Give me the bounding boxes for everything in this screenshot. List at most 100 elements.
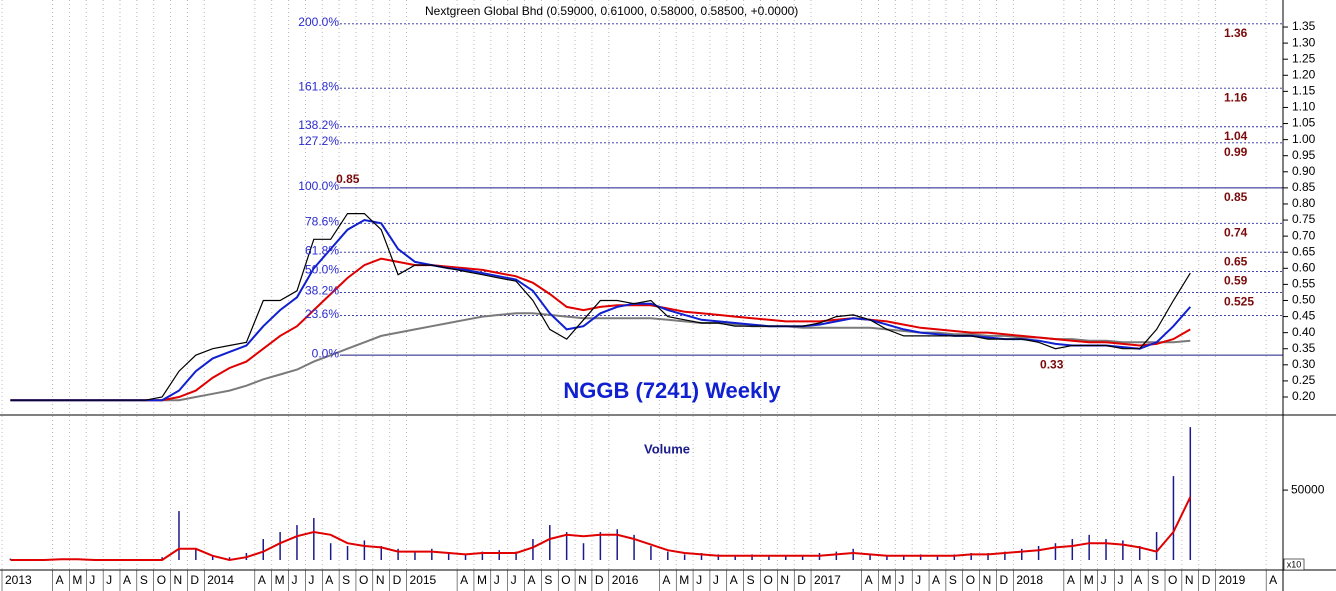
x-tick-label: M	[477, 573, 487, 587]
high-label: 0.85	[336, 172, 360, 186]
x-tick-label: 2019	[1219, 573, 1246, 587]
price-line	[10, 218, 1192, 402]
x-tick-label: S	[140, 573, 148, 587]
y-tick-label: 0.90	[1292, 164, 1316, 178]
fib-ratio: 61.8%	[305, 243, 339, 257]
marks	[9, 213, 1192, 562]
x-tick-label: J	[898, 573, 904, 587]
y-tick-label: 1.05	[1292, 116, 1316, 130]
price-line	[10, 257, 1191, 402]
fib-ratio: 78.6%	[305, 214, 339, 228]
x-tick-label: A	[1067, 573, 1075, 587]
y-tick-label: 1.20	[1292, 67, 1316, 81]
x-tick-label: J	[1101, 573, 1107, 587]
x-tick-label: 2013	[5, 573, 32, 587]
fib-ratio: 38.2%	[305, 284, 339, 298]
x-tick-label: M	[881, 573, 891, 587]
x-tick-label: M	[679, 573, 689, 587]
volume-title: Volume	[644, 441, 690, 456]
x-tick-label: D	[999, 573, 1008, 587]
x-tick-label: A	[258, 573, 266, 587]
fib-value: 0.74	[1224, 225, 1248, 239]
fib-value: 0.59	[1224, 274, 1248, 288]
fib-ratio: 161.8%	[298, 79, 339, 93]
y-tick-label: 0.20	[1292, 389, 1316, 403]
x-tick-label: D	[595, 573, 604, 587]
x-tick-label: A	[730, 573, 738, 587]
y-tick-label: 1.10	[1292, 100, 1316, 114]
x-tick-label: N	[780, 573, 789, 587]
x-tick-label: A	[56, 573, 64, 587]
chart-subtitle: NGGB (7241) Weekly	[563, 378, 781, 403]
x-tick-label: 2014	[207, 573, 234, 587]
fib-value: 0.99	[1224, 145, 1248, 159]
x-tick-label: A	[1134, 573, 1142, 587]
fib-ratio: 23.6%	[305, 307, 339, 321]
x-tick-label: A	[1269, 573, 1277, 587]
x-tick-label: 2018	[1016, 573, 1043, 587]
x-tick-label: N	[376, 573, 385, 587]
y-tick-label: 0.30	[1292, 357, 1316, 371]
y-tick-label: 0.60	[1292, 260, 1316, 274]
fib-ratio: 0.0%	[312, 346, 340, 360]
y-tick-label: 1.35	[1292, 19, 1316, 33]
x-tick-label: J	[106, 573, 112, 587]
y-tick-label: 0.25	[1292, 373, 1316, 387]
y-tick-label: 0.65	[1292, 244, 1316, 258]
fib-value: 1.16	[1224, 90, 1248, 104]
fib-ratio: 138.2%	[298, 118, 339, 132]
fib-ratio: 100.0%	[298, 179, 339, 193]
x-tick-label: 2017	[814, 573, 841, 587]
x-tick-label: A	[865, 573, 873, 587]
x-tick-label: J	[713, 573, 719, 587]
y-tick-label: 0.70	[1292, 228, 1316, 242]
x-tick-label: 2015	[410, 573, 437, 587]
x-tick-label: 2016	[612, 573, 639, 587]
x-tick-label: N	[174, 573, 183, 587]
x-tick-label: A	[460, 573, 468, 587]
x-tick-label: S	[1151, 573, 1159, 587]
x-tick-label: D	[1202, 573, 1211, 587]
x-tick-label: J	[511, 573, 517, 587]
chart-title: Nextgreen Global Bhd (0.59000, 0.61000, …	[425, 4, 798, 18]
y-tick-label: 0.35	[1292, 341, 1316, 355]
x-tick-label: O	[1168, 573, 1177, 587]
x-tick-label: D	[797, 573, 806, 587]
x-tick-label: A	[123, 573, 131, 587]
x-tick-label: N	[1185, 573, 1194, 587]
fib-value: 0.65	[1224, 254, 1248, 268]
price-line	[10, 213, 1191, 401]
x-tick-label: M	[275, 573, 285, 587]
fib-value: 0.85	[1224, 190, 1248, 204]
x-tick-label: O	[561, 573, 570, 587]
x-tick-label: A	[325, 573, 333, 587]
x-tick-label: D	[190, 573, 199, 587]
x-tick-label: O	[763, 573, 772, 587]
fib-value: 1.36	[1224, 26, 1248, 40]
x-tick-label: M	[72, 573, 82, 587]
fib-value: 1.04	[1224, 129, 1248, 143]
x-tick-label: O	[966, 573, 975, 587]
x-tick-label: O	[157, 573, 166, 587]
y-tick-label: 0.55	[1292, 277, 1316, 291]
y-tick-label: 0.40	[1292, 325, 1316, 339]
x-tick-label: O	[359, 573, 368, 587]
fib-ratio: 200.0%	[298, 15, 339, 29]
y-tick-label: 0.80	[1292, 196, 1316, 210]
y-tick-label: 0.95	[1292, 148, 1316, 162]
x-tick-label: J	[1117, 573, 1123, 587]
y-tick-label: 50000	[1291, 482, 1325, 496]
x-tick-label: J	[308, 573, 314, 587]
x-tick-label: N	[578, 573, 587, 587]
y-tick-label: 1.25	[1292, 51, 1316, 65]
x-tick-label: S	[342, 573, 350, 587]
low-label: 0.33	[1040, 357, 1064, 371]
x-tick-label: D	[393, 573, 402, 587]
x-tick-label: J	[696, 573, 702, 587]
y-tick-label: 0.75	[1292, 212, 1316, 226]
x-tick-label: S	[747, 573, 755, 587]
x-tick-label: S	[544, 573, 552, 587]
price-line	[10, 312, 1191, 402]
